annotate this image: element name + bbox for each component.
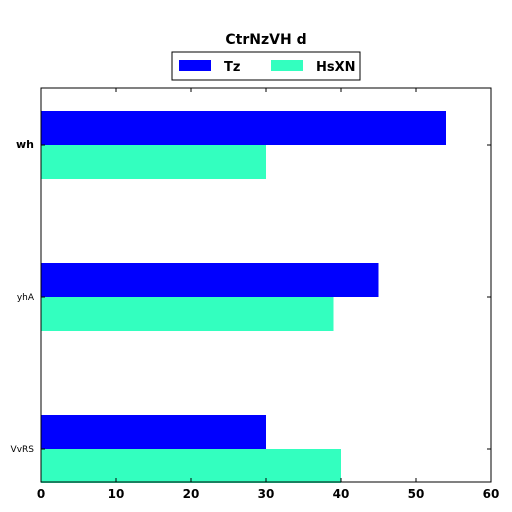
x-tick-label: 0 [37, 487, 45, 501]
bars [41, 111, 446, 483]
plot-frame [40, 87, 492, 483]
x-tick-label: 40 [333, 487, 350, 501]
legend-swatch-tz [179, 60, 211, 71]
x-tick-label: 60 [483, 487, 500, 501]
legend: Tz HsXN [171, 51, 361, 81]
y-tick-label: wh [16, 138, 34, 151]
bar-tz-vvrs [41, 415, 266, 449]
x-tick-label: 50 [408, 487, 425, 501]
x-axis: 0 10 20 30 40 50 60 [37, 88, 500, 501]
legend-swatch-hsxn [271, 60, 303, 71]
bar-tz-wh [41, 111, 446, 145]
x-tick-label: 20 [183, 487, 200, 501]
chart-title: CtrNzVH d [225, 32, 306, 48]
legend-label-tz: Tz [224, 60, 240, 75]
bar-tz-yha [41, 263, 379, 297]
y-tick-label: VvRS [11, 445, 35, 455]
bar-hsxn-vvrs [41, 449, 341, 483]
x-tick-label: 10 [108, 487, 125, 501]
y-tick-label: yhA [17, 293, 35, 303]
bar-hsxn-wh [41, 145, 266, 179]
legend-label-hsxn: HsXN [316, 60, 356, 75]
bar-hsxn-yha [41, 297, 334, 331]
x-tick-label: 30 [258, 487, 275, 501]
y-axis: wh yhA VvRS [11, 138, 491, 455]
